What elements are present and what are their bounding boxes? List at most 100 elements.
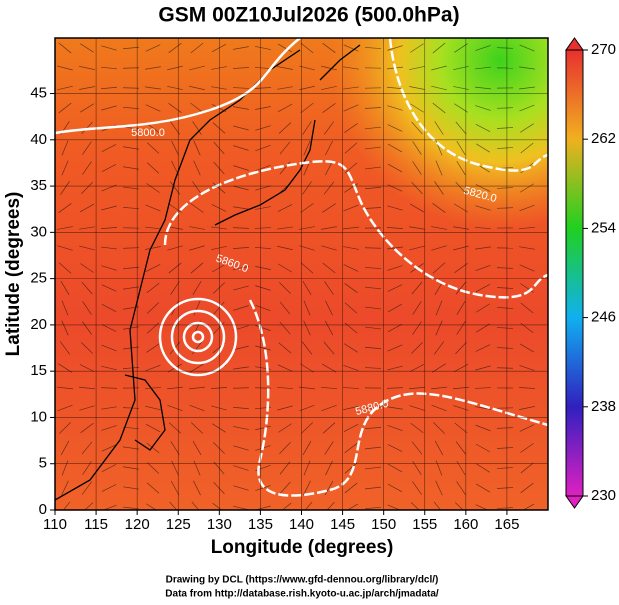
streamline: [279, 282, 291, 294]
streamline: [496, 207, 514, 209]
streamline: [475, 344, 491, 352]
x-tick-label: 120: [125, 516, 150, 533]
y-tick-label: 15: [30, 362, 47, 379]
streamline: [387, 303, 403, 313]
streamline: [254, 246, 272, 250]
streamline: [453, 86, 469, 90]
streamline: [343, 405, 359, 411]
streamline: [167, 85, 183, 91]
streamline: [325, 300, 333, 316]
streamline: [409, 203, 425, 213]
streamline: [324, 320, 334, 336]
streamline: [79, 245, 95, 251]
streamline: [343, 44, 359, 52]
streamline: [62, 501, 71, 510]
streamline: [123, 306, 139, 310]
streamline: [146, 183, 160, 193]
streamline: [387, 406, 403, 410]
streamline: [299, 245, 315, 251]
streamline: [409, 86, 425, 90]
streamline: [365, 506, 381, 510]
streamline: [193, 460, 201, 476]
streamline: [304, 501, 313, 510]
streamline: [146, 442, 160, 454]
streamline: [79, 86, 95, 90]
streamline: [189, 65, 205, 71]
y-axis-label: Latitude (degrees): [3, 192, 24, 357]
streamline: [323, 121, 335, 135]
streamline: [277, 204, 293, 212]
streamline: [192, 121, 202, 135]
streamline: [80, 43, 94, 53]
streamline: [171, 460, 179, 476]
streamline: [343, 104, 359, 112]
streamline: [387, 344, 403, 352]
colorbar-arrow: [565, 37, 584, 51]
streamline: [325, 460, 333, 476]
streamline: [145, 86, 161, 90]
streamline: [189, 404, 205, 412]
streamline: [344, 302, 358, 314]
streamline: [101, 246, 117, 250]
streamline: [519, 365, 535, 371]
streamline: [496, 447, 514, 449]
streamline: [476, 463, 490, 473]
streamline: [192, 281, 202, 295]
streamline: [410, 103, 424, 113]
streamline: [255, 165, 271, 171]
streamline: [81, 281, 93, 295]
streamline: [61, 140, 69, 156]
streamline: [431, 404, 447, 412]
streamline: [100, 387, 118, 389]
streamline: [301, 341, 313, 355]
streamline: [343, 204, 359, 212]
streamline: [454, 263, 468, 273]
streamline: [321, 363, 337, 373]
streamline: [123, 186, 139, 190]
streamline: [61, 300, 69, 316]
streamline: [303, 300, 311, 316]
streamline: [496, 287, 514, 289]
streamline: [431, 245, 447, 251]
streamline: [323, 181, 335, 195]
streamline: [475, 365, 491, 371]
streamline: [409, 364, 425, 372]
streamline: [474, 387, 492, 389]
y-tick-label: 20: [30, 316, 47, 333]
streamline: [101, 265, 117, 271]
streamline: [365, 166, 381, 170]
streamline: [519, 104, 535, 112]
streamline: [233, 485, 249, 491]
streamline: [496, 427, 514, 429]
streamline: [255, 285, 271, 291]
x-tick-label: 115: [84, 516, 108, 533]
streamline: [233, 305, 249, 311]
streamline: [145, 66, 161, 70]
colorbar-tick-label: 230: [591, 487, 616, 504]
streamline: [123, 106, 139, 110]
streamline: [81, 481, 93, 495]
streamline: [279, 442, 291, 454]
streamline: [432, 42, 446, 54]
streamline: [145, 246, 161, 250]
streamline: [101, 303, 117, 313]
streamline: [303, 480, 311, 496]
streamline: [520, 283, 534, 293]
streamline: [411, 342, 423, 354]
streamline: [365, 486, 381, 490]
streamline: [123, 46, 139, 50]
streamline: [343, 86, 359, 90]
streamline: [435, 160, 443, 176]
streamline: [213, 141, 225, 155]
streamline: [475, 45, 491, 51]
streamline: [455, 121, 467, 135]
streamline: [101, 66, 117, 70]
streamline: [277, 43, 293, 53]
streamline: [387, 246, 403, 250]
streamline: [475, 443, 491, 453]
streamline: [496, 47, 514, 49]
streamline: [411, 281, 423, 295]
streamline: [146, 462, 160, 474]
y-tick-label: 25: [30, 270, 47, 287]
streamline: [232, 227, 250, 229]
